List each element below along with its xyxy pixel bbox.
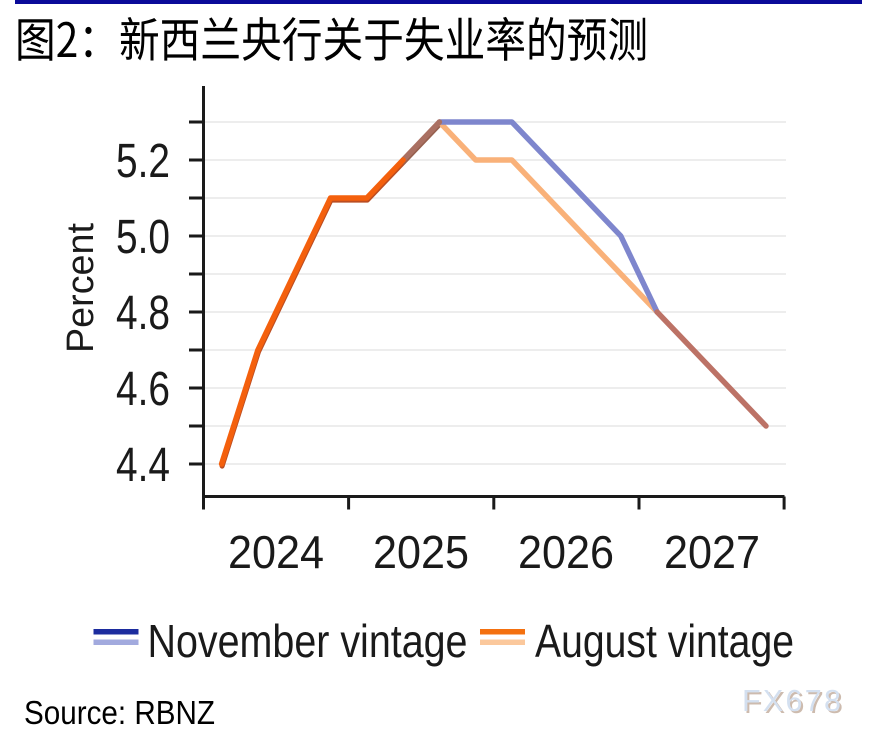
svg-text:FX678: FX678 — [744, 686, 843, 720]
svg-text:November vintage: November vintage — [148, 615, 468, 667]
svg-text:2025: 2025 — [373, 526, 469, 578]
svg-text:Source: RBNZ: Source: RBNZ — [24, 694, 215, 731]
svg-text:5.0: 5.0 — [116, 211, 170, 264]
svg-text:4.8: 4.8 — [116, 287, 170, 340]
svg-text:5.2: 5.2 — [116, 135, 170, 188]
svg-text:2024: 2024 — [228, 526, 324, 578]
svg-text:4.4: 4.4 — [116, 439, 170, 492]
svg-text:FX678: FX678 — [742, 684, 841, 718]
svg-text:Percent: Percent — [60, 223, 102, 353]
svg-text:2027: 2027 — [664, 526, 760, 578]
svg-text:4.6: 4.6 — [116, 363, 170, 416]
svg-text:August vintage: August vintage — [535, 615, 794, 667]
svg-text:2026: 2026 — [518, 526, 614, 578]
